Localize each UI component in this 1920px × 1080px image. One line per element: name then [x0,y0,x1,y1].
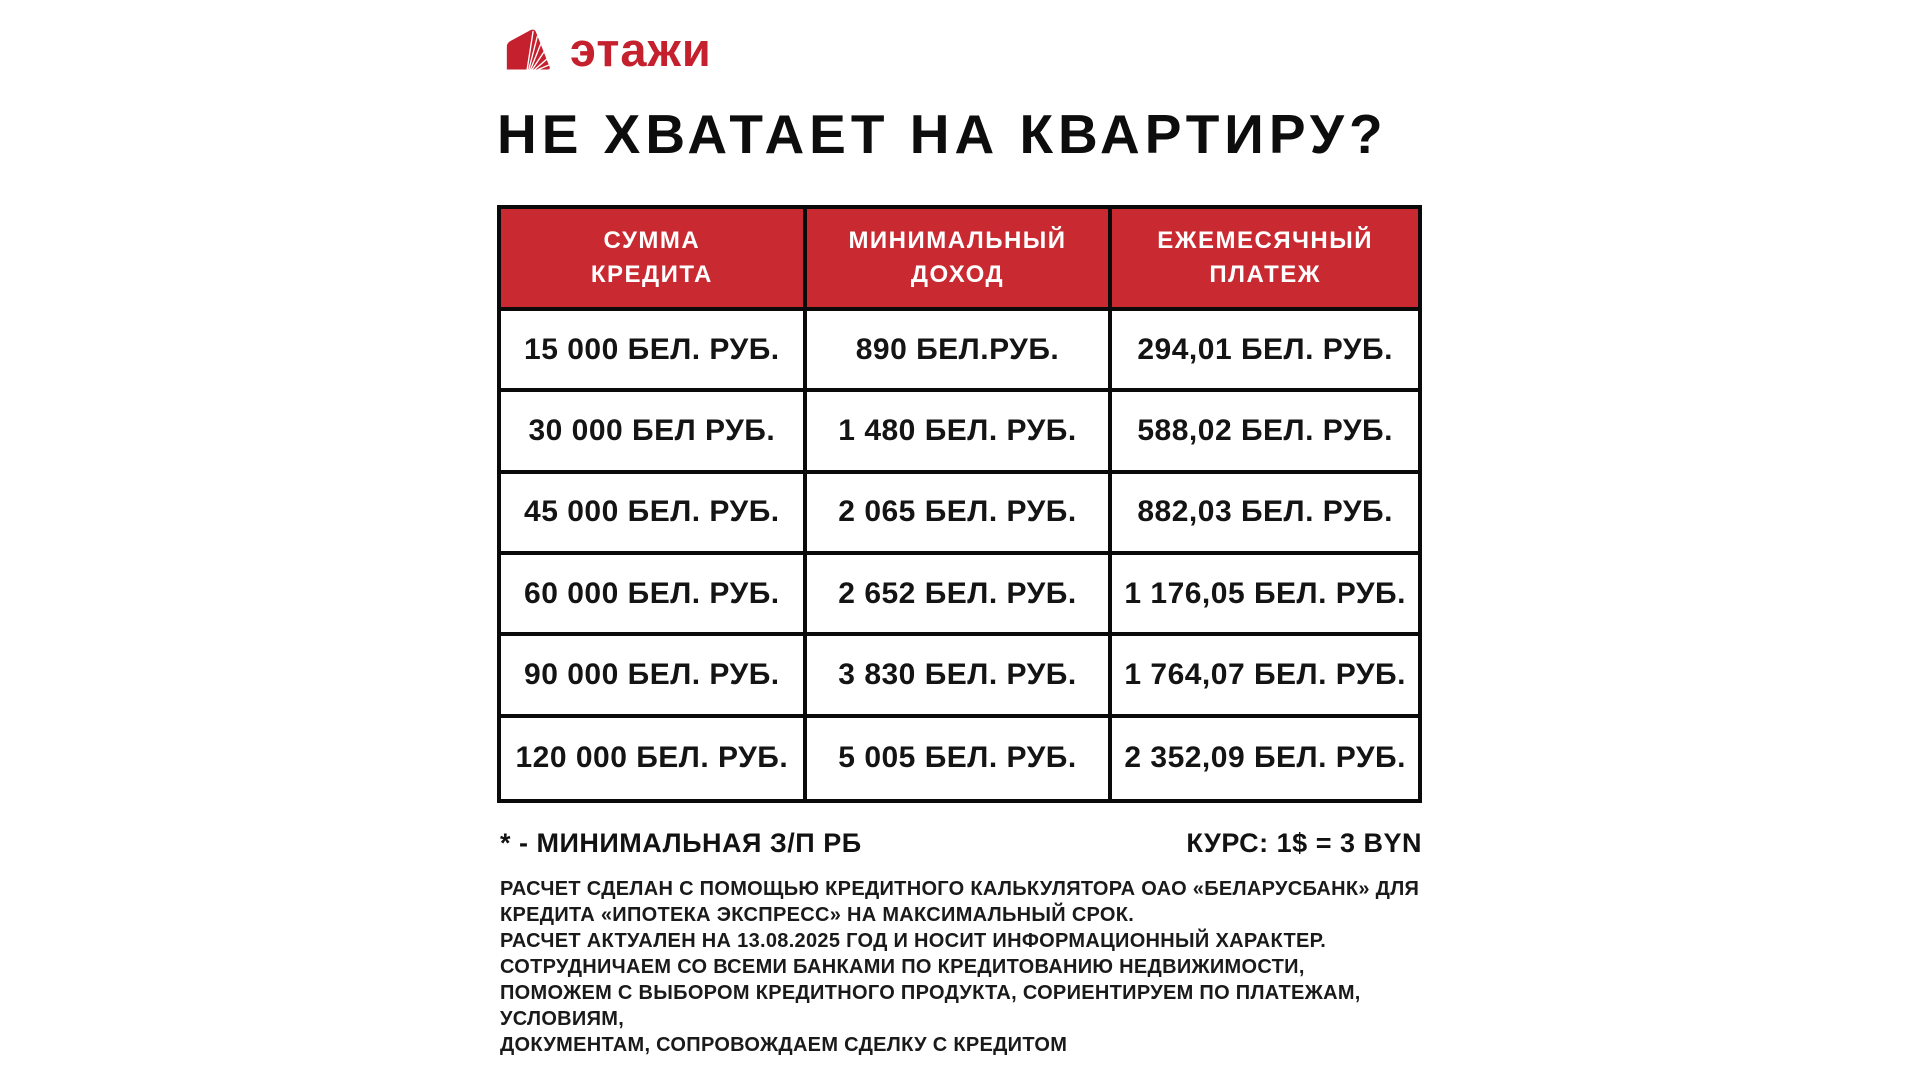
table-cell: 1 764,07 БЕЛ. РУБ. [1112,636,1418,718]
header-line: ЕЖЕМЕСЯЧНЫЙ [1157,227,1374,254]
table-cell: 3 830 БЕЛ. РУБ. [806,636,1113,718]
header-line: ПЛАТЕЖ [1209,261,1321,288]
disclaimer-line: РАСЧЕТ СДЕЛАН С ПОМОЩЬЮ КРЕДИТНОГО КАЛЬК… [500,878,1420,900]
exchange-rate-note: КУРС: 1$ = 3 BYN [1186,828,1422,858]
disclaimer-line: ПОМОЖЕМ С ВЫБОРОМ КРЕДИТНОГО ПРОДУКТА, С… [500,982,1361,1004]
table-cell: 890 БЕЛ.РУБ. [806,311,1113,393]
header-line: ДОХОД [910,261,1005,288]
table-cell: 2 065 БЕЛ. РУБ. [806,473,1113,555]
table-cell: 1 176,05 БЕЛ. РУБ. [1112,555,1418,637]
table-cell: 294,01 БЕЛ. РУБ. [1112,311,1418,393]
disclaimer-line: КРЕДИТА «ИПОТЕКА ЭКСПРЕСС» НА МАКСИМАЛЬН… [500,904,1135,926]
header-line: СУММА [603,227,701,254]
header-line: КРЕДИТА [590,261,713,288]
table-cell: 120 000 БЕЛ. РУБ. [501,717,807,799]
table-cell: 60 000 БЕЛ. РУБ. [501,555,807,637]
table-cell: 2 352,09 БЕЛ. РУБ. [1124,741,1406,775]
table-header-income: МИНИМАЛЬНЫЙ ДОХОД [806,209,1113,311]
table-header-sum: СУММА КРЕДИТА [501,209,807,311]
table-cell: 15 000 БЕЛ. РУБ. [501,311,807,393]
table-cell: 30 000 БЕЛ РУБ. [501,392,807,474]
footnote-min-salary: * - МИНИМАЛЬНАЯ З/П РБ [500,828,862,858]
table-cell: 90 000 БЕЛ. РУБ. [501,636,807,718]
house-icon [506,29,550,71]
table-cell: 2 652 БЕЛ. РУБ. [806,555,1113,637]
credit-table: СУММА КРЕДИТА МИНИМАЛЬНЫЙ ДОХОД ЕЖЕМЕСЯЧ… [497,205,1422,803]
disclaimer-line: СОТРУДНИЧАЕМ СО ВСЕМИ БАНКАМИ ПО КРЕДИТО… [500,956,1305,978]
page-title: НЕ ХВАТАЕТ НА КВАРТИРУ? [497,103,1388,165]
disclaimer-line: ДОКУМЕНТАМ, СОПРОВОЖДАЕМ СДЕЛКУ С КРЕДИТ… [500,1034,1068,1056]
header-line: МИНИМАЛЬНЫЙ [848,227,1067,254]
table-cell: 588,02 БЕЛ. РУБ. [1112,392,1418,474]
brand-logo: этажи [500,23,712,76]
table-cell: 45 000 БЕЛ. РУБ. [501,473,807,555]
logo-text: этажи [570,23,712,76]
table-cell: 882,03 БЕЛ. РУБ. [1112,474,1418,555]
table-cell: 5 005 БЕЛ. РУБ. [807,717,1113,799]
table-cell: 1 480 БЕЛ. РУБ. [806,392,1113,474]
table-header-payment: ЕЖЕМЕСЯЧНЫЙ ПЛАТЕЖ [1112,209,1418,311]
disclaimer-line: УСЛОВИЯМ, [500,1008,625,1030]
disclaimer-line: РАСЧЕТ АКТУАЛЕН НА 13.08.2025 ГОД И НОСИ… [500,930,1327,952]
disclaimer-text: РАСЧЕТ СДЕЛАН С ПОМОЩЬЮ КРЕДИТНОГО КАЛЬК… [500,876,1430,1058]
